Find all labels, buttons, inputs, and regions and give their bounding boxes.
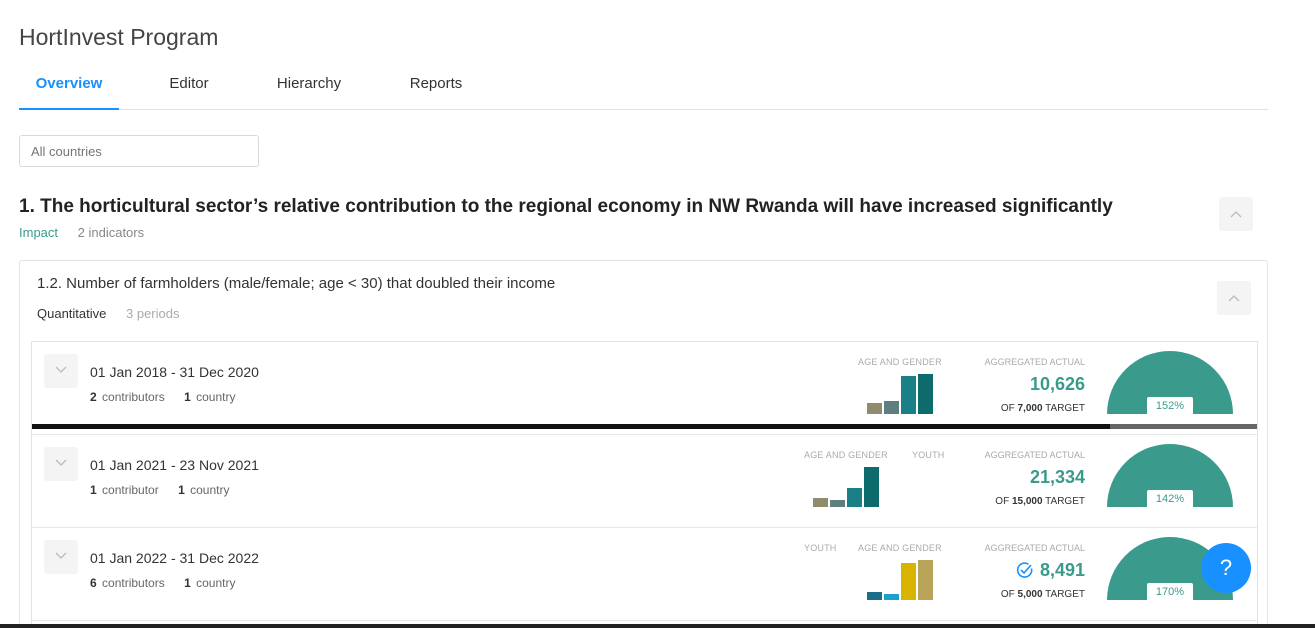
disaggregation-label: YOUTH: [912, 450, 945, 460]
target-prefix: OF: [1000, 403, 1015, 414]
disaggregation-bar: [884, 401, 899, 414]
check-circle-icon: [1016, 562, 1033, 578]
help-button[interactable]: ?: [1201, 543, 1251, 593]
target-value: 7,000: [1017, 403, 1043, 414]
period-meta: 6 contributors 1 country: [90, 576, 235, 590]
country-label: country: [190, 483, 230, 497]
result-title: 1. The horticultural sector’s relative c…: [19, 196, 1113, 217]
progress-bar: [32, 424, 1257, 429]
disaggregation-bar: [864, 467, 879, 507]
target-text: OF 15,000 TARGET: [995, 496, 1085, 507]
progress-gauge: 170%: [1105, 536, 1235, 602]
aggregated-actual-value: 21,334: [1029, 467, 1085, 487]
target-suffix: TARGET: [1045, 589, 1085, 600]
disaggregation-bar: [884, 594, 899, 600]
country-filter-input[interactable]: [19, 135, 259, 167]
target-text: OF 7,000 TARGET: [1001, 403, 1085, 414]
indicator-card: 1.2. Number of farmholders (male/female;…: [19, 260, 1268, 628]
disaggregation-chart: [867, 548, 937, 600]
period-meta: 1 contributor 1 country: [90, 483, 229, 497]
gauge-percent: 170%: [1147, 583, 1193, 601]
contributor-label: contributors: [102, 390, 165, 404]
chevron-up-icon: [1230, 211, 1242, 218]
indicator-period-count: 3 periods: [126, 306, 180, 321]
aggregated-actual-label: AGGREGATED ACTUAL: [984, 357, 1085, 367]
disaggregation-chart: [867, 362, 937, 414]
period-dates: 01 Jan 2021 - 23 Nov 2021: [90, 457, 259, 473]
result-type: Impact: [19, 225, 59, 240]
tab-hierarchy[interactable]: Hierarchy: [276, 75, 342, 92]
chevron-down-icon: [55, 366, 67, 373]
disaggregation-bar: [830, 500, 845, 507]
contributor-label: contributors: [102, 576, 165, 590]
period-expand-button[interactable]: [44, 447, 78, 481]
contributor-count: 2: [90, 390, 97, 404]
target-text: OF 5,000 TARGET: [1001, 589, 1085, 600]
indicator-collapse-button[interactable]: [1217, 281, 1251, 315]
indicator-title: 1.2. Number of farmholders (male/female;…: [37, 275, 556, 292]
result-indicator-count: 2 indicators: [77, 225, 145, 240]
disaggregation-label: AGE AND GENDER: [858, 543, 942, 553]
target-value: 5,000: [1017, 589, 1043, 600]
contributor-count: 1: [90, 483, 97, 497]
target-suffix: TARGET: [1045, 403, 1085, 414]
main-tabs: Overview Editor Hierarchy Reports: [19, 68, 1268, 110]
country-label: country: [196, 576, 236, 590]
period-dates: 01 Jan 2022 - 31 Dec 2022: [90, 550, 259, 566]
period-meta: 2 contributors 1 country: [90, 390, 235, 404]
country-count: 1: [184, 576, 191, 590]
tab-overview[interactable]: Overview: [19, 68, 119, 110]
disaggregation-bar: [901, 376, 916, 414]
gauge-percent: 142%: [1147, 490, 1193, 508]
aggregated-actual-number: 8,491: [1039, 560, 1085, 580]
gauge-percent: 152%: [1147, 397, 1193, 415]
disaggregation-label: AGE AND GENDER: [858, 357, 942, 367]
disaggregation-bar: [867, 592, 882, 600]
tab-reports[interactable]: Reports: [409, 75, 463, 92]
period-expand-button[interactable]: [44, 540, 78, 574]
progress-gauge: 142%: [1105, 443, 1235, 509]
contributor-label: contributor: [102, 483, 159, 497]
disaggregation-bar: [813, 498, 828, 507]
disaggregation-bar: [847, 488, 862, 507]
country-count: 1: [184, 390, 191, 404]
period-row[interactable]: 01 Jan 2022 - 31 Dec 2022 6 contributors…: [32, 528, 1257, 621]
period-row[interactable]: 01 Jan 2021 - 23 Nov 2021 1 contributor …: [32, 435, 1257, 528]
target-prefix: OF: [995, 496, 1010, 507]
progress-bar-fill: [32, 424, 1110, 429]
aggregated-actual-label: AGGREGATED ACTUAL: [984, 450, 1085, 460]
target-suffix: TARGET: [1045, 496, 1085, 507]
chevron-down-icon: [55, 459, 67, 466]
chevron-up-icon: [1228, 295, 1240, 302]
period-list: 01 Jan 2018 - 31 Dec 2020 2 contributors…: [31, 341, 1258, 628]
chevron-down-icon: [55, 552, 67, 559]
disaggregation-chart: [813, 455, 883, 507]
bottom-divider: [0, 624, 1315, 628]
period-row[interactable]: 01 Jan 2018 - 31 Dec 2020 2 contributors…: [32, 342, 1257, 435]
progress-gauge: 152%: [1105, 350, 1235, 416]
target-prefix: OF: [1000, 589, 1015, 600]
result-meta: Impact 2 indicators: [19, 225, 144, 240]
result-collapse-button[interactable]: [1219, 197, 1253, 231]
disaggregation-label: YOUTH: [804, 543, 837, 553]
period-expand-button[interactable]: [44, 354, 78, 388]
program-title: HortInvest Program: [19, 24, 219, 50]
country-label: country: [196, 390, 236, 404]
aggregated-actual-value: 8,491: [1016, 560, 1085, 581]
disaggregation-label: AGE AND GENDER: [804, 450, 888, 460]
disaggregation-bar: [867, 403, 882, 414]
target-value: 15,000: [1011, 496, 1043, 507]
indicator-meta: Quantitative 3 periods: [37, 306, 179, 321]
disaggregation-bar: [918, 374, 933, 414]
aggregated-actual-label: AGGREGATED ACTUAL: [984, 543, 1085, 553]
tab-editor[interactable]: Editor: [169, 75, 209, 92]
indicator-type: Quantitative: [37, 306, 107, 321]
aggregated-actual-value: 10,626: [1029, 374, 1085, 394]
period-dates: 01 Jan 2018 - 31 Dec 2020: [90, 364, 259, 380]
contributor-count: 6: [90, 576, 97, 590]
disaggregation-bar: [918, 560, 933, 600]
country-count: 1: [178, 483, 185, 497]
disaggregation-bar: [901, 563, 916, 600]
